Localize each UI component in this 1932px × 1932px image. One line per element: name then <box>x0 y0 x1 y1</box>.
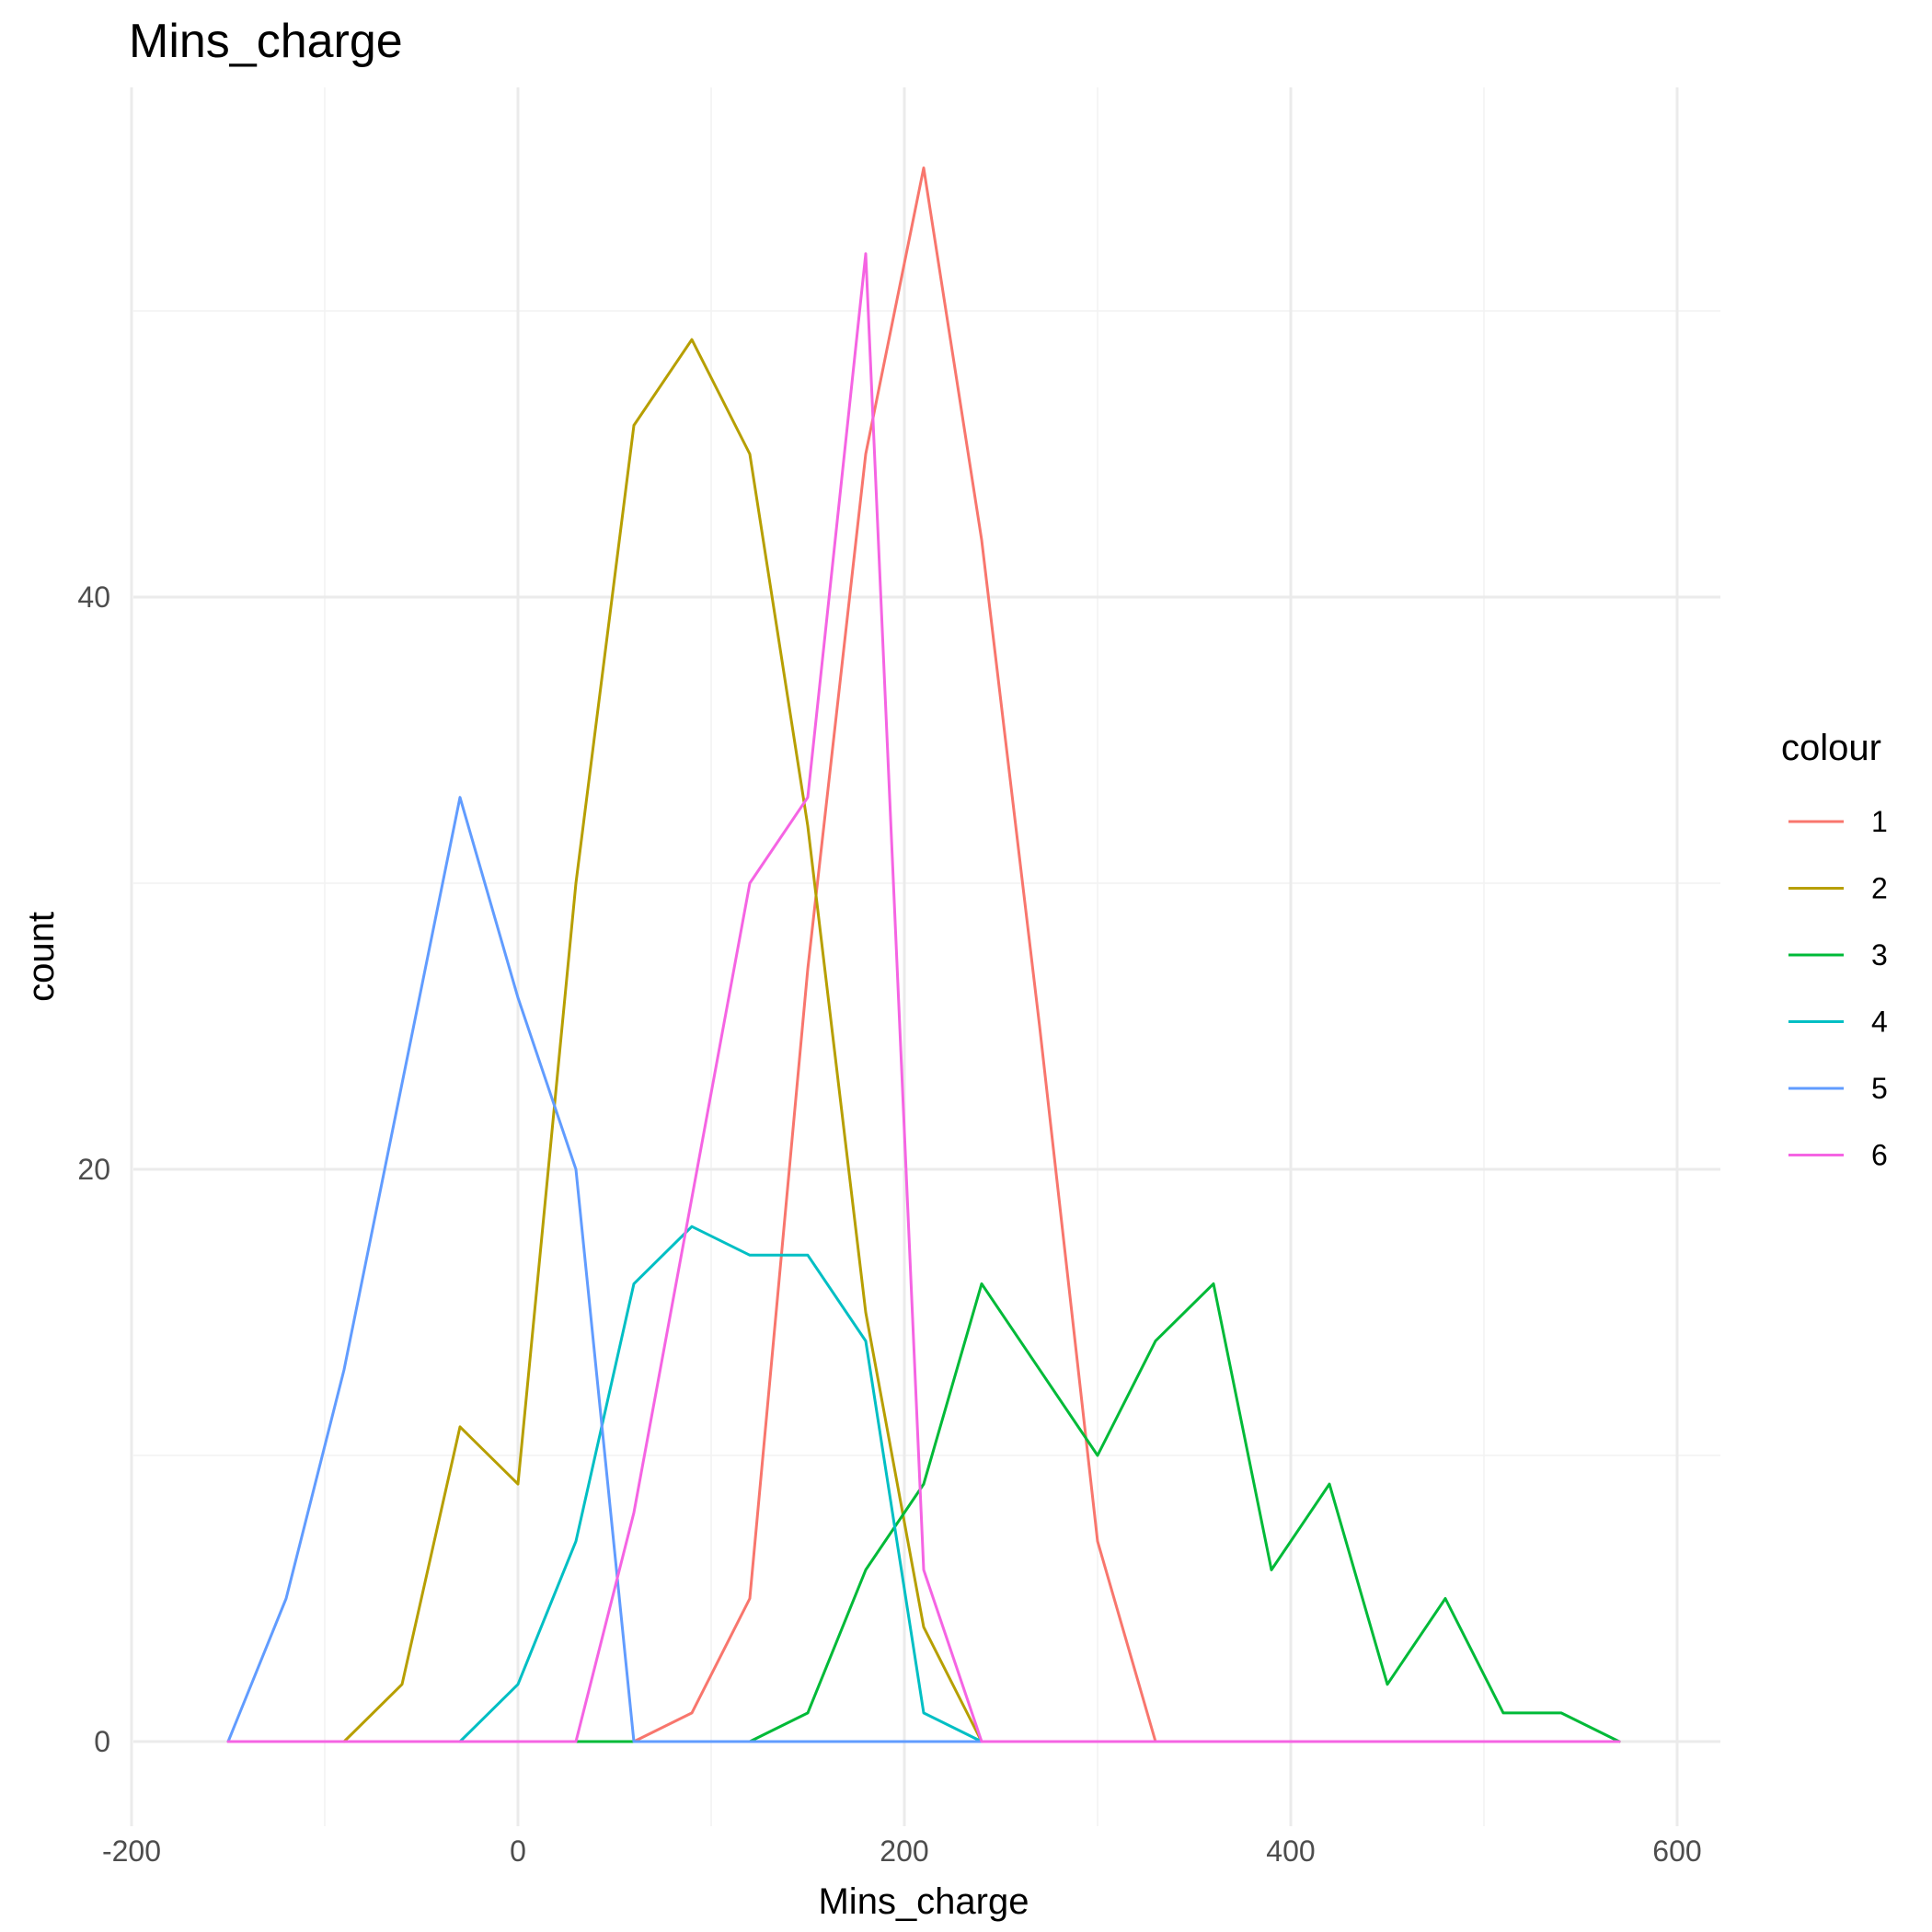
x-tick-label: 200 <box>880 1834 928 1868</box>
y-tick-label: 0 <box>94 1725 110 1758</box>
legend-label-6: 6 <box>1871 1139 1888 1172</box>
x-axis-ticks: -200 0 200 400 600 <box>102 1834 1702 1868</box>
x-tick-label: 0 <box>510 1834 526 1868</box>
y-tick-label: 20 <box>77 1153 110 1186</box>
legend-title: colour <box>1781 728 1881 768</box>
x-axis-title: Mins_charge <box>818 1881 1029 1922</box>
legend-label-2: 2 <box>1871 872 1888 905</box>
legend-item-3: 3 <box>1788 938 1888 972</box>
legend-item-5: 5 <box>1788 1072 1888 1105</box>
legend-item-4: 4 <box>1788 1006 1888 1039</box>
legend-label-4: 4 <box>1871 1006 1888 1039</box>
x-tick-label: -200 <box>102 1834 161 1868</box>
series-lines <box>226 167 1621 1743</box>
x-tick-label: 400 <box>1266 1834 1315 1868</box>
y-axis-title: count <box>21 912 62 1002</box>
legend: 1 2 3 4 5 6 <box>1788 805 1888 1172</box>
legend-label-5: 5 <box>1871 1072 1888 1105</box>
legend-item-2: 2 <box>1788 872 1888 905</box>
legend-label-3: 3 <box>1871 938 1888 972</box>
series-line-5 <box>226 796 983 1743</box>
legend-item-1: 1 <box>1788 805 1888 838</box>
y-axis-ticks: 0 20 40 <box>77 581 110 1758</box>
legend-label-1: 1 <box>1871 805 1888 838</box>
x-tick-label: 600 <box>1652 1834 1701 1868</box>
series-line-6 <box>226 252 1621 1743</box>
legend-item-6: 6 <box>1788 1139 1888 1172</box>
chart-title: Mins_charge <box>129 15 403 68</box>
y-tick-label: 40 <box>77 581 110 614</box>
series-line-4 <box>458 1225 983 1743</box>
